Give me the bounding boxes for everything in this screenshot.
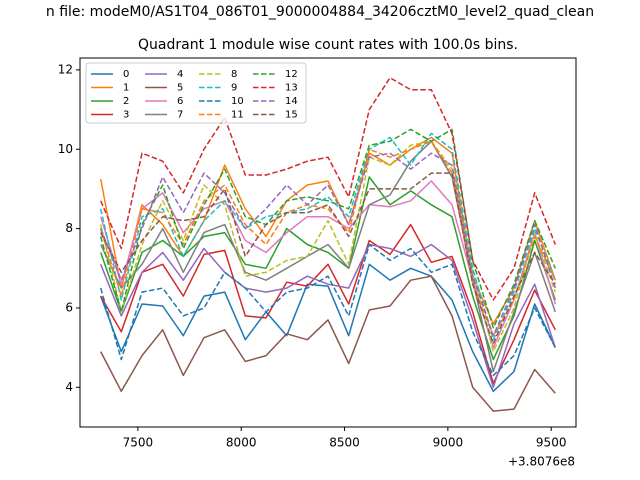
legend-label-9: 9 — [231, 83, 237, 94]
legend-label-5: 5 — [177, 83, 183, 94]
series-line-14 — [100, 152, 557, 337]
legend-label-3: 3 — [123, 110, 129, 121]
y-tick-label: 6 — [65, 300, 73, 314]
series-line-10 — [99, 243, 556, 377]
legend-label-2: 2 — [123, 96, 129, 107]
legend-label-12: 12 — [285, 69, 298, 80]
plot-frame — [79, 57, 577, 428]
series-line-8 — [99, 140, 557, 353]
x-tick-label: 7500 — [123, 436, 154, 450]
x-tick-label: 9500 — [536, 436, 567, 450]
x-tick-label: 8000 — [226, 436, 257, 450]
series-line-3 — [100, 223, 556, 385]
x-tick-label: 9000 — [433, 436, 464, 450]
y-tick-label: 4 — [65, 380, 73, 394]
legend-box — [85, 62, 307, 124]
legend-label-11: 11 — [231, 110, 244, 121]
series-line-5 — [100, 275, 556, 412]
legend-label-4: 4 — [177, 69, 183, 80]
legend-label-14: 14 — [285, 96, 298, 107]
legend-label-7: 7 — [177, 110, 183, 121]
series-line-4 — [100, 243, 557, 389]
series-line-7 — [100, 140, 557, 373]
series-line-12 — [99, 128, 556, 329]
chart-title: Quadrant 1 module wise count rates with … — [138, 37, 518, 53]
legend-label-1: 1 — [123, 83, 129, 94]
legend-label-6: 6 — [177, 96, 183, 107]
series-line-1 — [99, 136, 557, 325]
y-tick-label: 8 — [65, 221, 73, 235]
y-tick-label: 10 — [58, 142, 73, 156]
series-line-2 — [99, 176, 557, 361]
figure-suptitle: n file: modeM0/AS1T04_086T01_9000004884_… — [46, 4, 594, 20]
legend-label-8: 8 — [231, 69, 237, 80]
series-line-0 — [99, 263, 556, 393]
series-line-13 — [100, 77, 556, 301]
series-line-15 — [100, 172, 556, 345]
x-offset-label: +3.8076e8 — [508, 455, 575, 469]
x-tick-label: 8500 — [329, 436, 360, 450]
legend-label-15: 15 — [285, 110, 298, 121]
series-layer — [99, 77, 557, 412]
legend-label-0: 0 — [123, 69, 129, 80]
series-line-11 — [99, 140, 556, 337]
legend-label-10: 10 — [231, 96, 244, 107]
y-tick-label: 12 — [58, 62, 73, 76]
legend-label-13: 13 — [285, 83, 298, 94]
series-line-9 — [99, 132, 556, 341]
